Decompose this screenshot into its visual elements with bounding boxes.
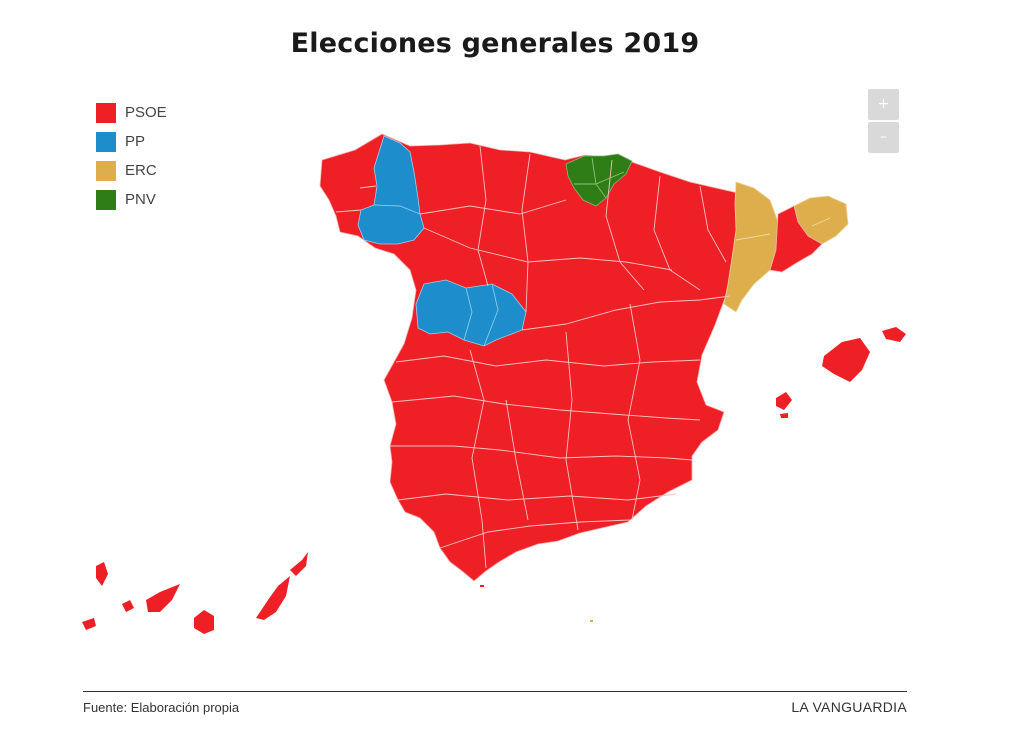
- region-barcelona[interactable]: [769, 205, 823, 273]
- brand-label: LA VANGUARDIA: [791, 699, 907, 715]
- region-castilla-west[interactable]: [415, 279, 527, 347]
- zoom-out-button[interactable]: –: [868, 122, 899, 153]
- legend-label-pp: PP: [125, 133, 146, 150]
- legend-swatch-pnv: [96, 189, 116, 210]
- legend-swatch-pp: [96, 131, 116, 152]
- region-formentera[interactable]: [780, 413, 788, 418]
- zoom-in-button[interactable]: +: [868, 89, 899, 120]
- region-el-hierro[interactable]: [82, 618, 96, 630]
- region-tenerife[interactable]: [146, 584, 180, 612]
- pnv-borders: [574, 157, 625, 199]
- legend-swatch-psoe: [96, 102, 116, 123]
- pp-borders: [373, 204, 499, 347]
- source-note: Fuente: Elaboración propia: [83, 700, 240, 715]
- region-fuerteventura[interactable]: [256, 576, 290, 620]
- legend-item-pp: PP: [96, 127, 167, 156]
- map-legend: PSOE PP ERC PNV: [96, 98, 167, 214]
- region-mallorca[interactable]: [822, 338, 870, 382]
- region-menorca[interactable]: [882, 327, 906, 342]
- region-la-palma[interactable]: [96, 562, 108, 586]
- region-catalonia-west[interactable]: [723, 181, 779, 313]
- legend-swatch-erc: [96, 160, 116, 181]
- footer-divider: [83, 691, 907, 692]
- region-gran-canaria[interactable]: [194, 610, 214, 634]
- region-la-gomera[interactable]: [122, 600, 134, 612]
- zoom-controls: + –: [868, 89, 899, 155]
- region-basque[interactable]: [565, 153, 633, 207]
- region-lanzarote[interactable]: [290, 552, 308, 576]
- erc-borders: [735, 217, 831, 241]
- region-melilla: [590, 620, 593, 622]
- legend-label-psoe: PSOE: [125, 104, 167, 121]
- province-borders: [335, 145, 731, 569]
- legend-label-erc: ERC: [125, 162, 157, 179]
- region-ibiza[interactable]: [776, 392, 792, 410]
- page-title: Elecciones generales 2019: [290, 28, 700, 59]
- legend-item-pnv: PNV: [96, 185, 167, 214]
- region-ceuta: [480, 585, 484, 587]
- region-galicia-east[interactable]: [357, 135, 425, 245]
- legend-item-erc: ERC: [96, 156, 167, 185]
- legend-item-psoe: PSOE: [96, 98, 167, 127]
- legend-label-pnv: PNV: [125, 191, 156, 208]
